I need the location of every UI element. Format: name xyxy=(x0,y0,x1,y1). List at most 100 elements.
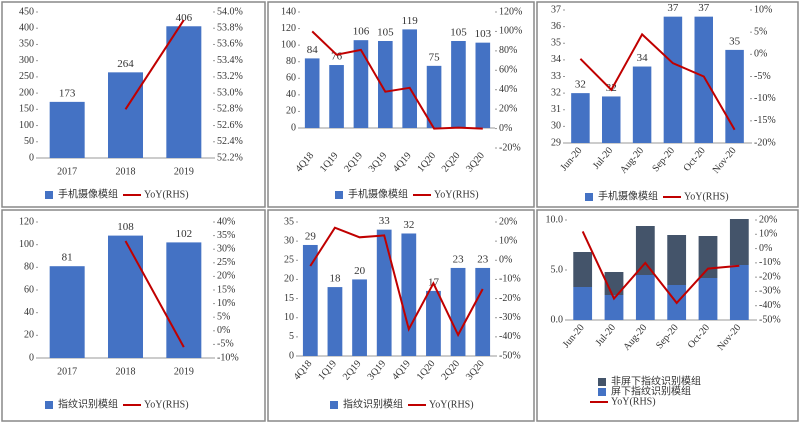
bar xyxy=(378,41,393,128)
bar xyxy=(426,290,441,356)
y2-tick-label: -40% xyxy=(759,300,781,311)
y-tick-label: 10 xyxy=(284,312,294,323)
bar xyxy=(49,101,85,158)
panel xyxy=(536,209,799,422)
bar xyxy=(401,233,417,356)
data-label: 119 xyxy=(402,15,419,27)
y-tick-label: 35 xyxy=(284,216,294,227)
y2-tick-label: 0% xyxy=(499,255,512,266)
line-series xyxy=(309,226,484,338)
data-label: 75 xyxy=(429,51,441,63)
panel xyxy=(267,1,535,208)
y2-tick-label: 0% xyxy=(759,243,772,254)
y-tick-label: 40 xyxy=(24,307,34,318)
x-tick-label: 2018 xyxy=(116,366,136,377)
y2-tick-label: 10% xyxy=(759,229,777,240)
bar xyxy=(166,26,202,158)
y-tick-label: 350 xyxy=(19,39,34,50)
y-tick-label: 20 xyxy=(24,330,34,341)
y-tick-label: 450 xyxy=(19,6,34,17)
y2-tick-label: 20% xyxy=(499,216,517,227)
y2-tick-label: 53.0% xyxy=(217,87,243,98)
data-label: 37 xyxy=(667,2,679,14)
bar xyxy=(602,96,621,143)
legend-swatch xyxy=(335,191,343,199)
legend-label: YoY(RHS) xyxy=(429,399,474,410)
y-tick-label: 36 xyxy=(551,21,561,32)
y2-tick-label: 53.8% xyxy=(217,23,243,34)
y-tick-label: 140 xyxy=(281,6,296,17)
x-tick-label: 2017 xyxy=(57,166,77,177)
panel xyxy=(1,209,266,422)
bar xyxy=(571,93,590,143)
data-label: 406 xyxy=(176,12,193,24)
bar xyxy=(663,16,683,143)
data-label: 106 xyxy=(353,26,370,38)
bar xyxy=(426,65,442,128)
y-tick-label: 0.0 xyxy=(551,314,564,325)
y2-tick-label: 52.2% xyxy=(217,152,243,163)
x-tick-label: 2018 xyxy=(116,166,136,177)
y2-tick-label: 60% xyxy=(499,65,517,76)
legend-swatch xyxy=(45,401,53,409)
legend-label: 手机摄像模组 xyxy=(348,187,408,200)
y2-tick-label: 80% xyxy=(499,45,517,56)
y-tick-label: 35 xyxy=(551,38,561,49)
y2-tick-label: 0% xyxy=(217,325,230,336)
bar xyxy=(302,244,318,356)
data-label: 23 xyxy=(453,253,465,265)
y-tick-label: 0 xyxy=(291,122,296,133)
data-label: 37 xyxy=(698,2,710,14)
y2-tick-label: 10% xyxy=(217,298,235,309)
bar xyxy=(450,267,466,356)
bar xyxy=(573,252,593,287)
y2-tick-label: 53.6% xyxy=(217,39,243,50)
line-series xyxy=(581,230,740,305)
y-tick-label: 15 xyxy=(284,293,294,304)
y-tick-label: 300 xyxy=(19,55,34,66)
x-tick-label: 2017 xyxy=(57,366,77,377)
y2-tick-label: 15% xyxy=(217,284,235,295)
line-series xyxy=(124,240,185,348)
legend-label: 屏下指纹识别模组 xyxy=(611,384,691,397)
legend-swatch xyxy=(598,388,606,396)
y-tick-label: 34 xyxy=(551,54,561,65)
legend-swatch xyxy=(598,378,606,386)
y2-tick-label: 20% xyxy=(499,103,517,114)
y-tick-label: 400 xyxy=(19,23,34,34)
data-label: 35 xyxy=(729,35,741,47)
data-label: 84 xyxy=(307,44,319,56)
y2-tick-label: -5% xyxy=(217,339,234,350)
y2-tick-label: 53.4% xyxy=(217,55,243,66)
bar xyxy=(108,235,143,358)
y-tick-label: 200 xyxy=(19,87,34,98)
y2-tick-label: 10% xyxy=(499,235,517,246)
data-label: 173 xyxy=(59,87,76,99)
data-label: 32 xyxy=(403,219,414,231)
legend-swatch xyxy=(45,191,53,199)
y2-tick-label: -40% xyxy=(499,331,521,342)
y-tick-label: 80 xyxy=(286,56,296,67)
bar xyxy=(329,65,344,128)
bar xyxy=(632,66,652,143)
y2-tick-label: 30% xyxy=(217,243,235,254)
bar xyxy=(475,267,491,356)
legend-label: 手机摄像模组 xyxy=(58,187,118,200)
data-label: 81 xyxy=(62,252,73,264)
bar xyxy=(352,279,367,356)
y2-tick-label: 54.0% xyxy=(217,6,243,17)
legend-label: 指纹识别模组 xyxy=(343,397,403,410)
data-label: 34 xyxy=(637,52,649,64)
y2-tick-label: 40% xyxy=(217,216,235,227)
line-series xyxy=(311,30,483,130)
y2-tick-label: -10% xyxy=(754,93,776,104)
bar xyxy=(573,287,593,320)
y-tick-label: 0 xyxy=(29,152,34,163)
bar xyxy=(49,266,85,358)
y2-tick-label: 20% xyxy=(217,271,235,282)
y-tick-label: 5.0 xyxy=(551,264,564,275)
y2-tick-label: -10% xyxy=(217,352,239,363)
y2-tick-label: 100% xyxy=(499,26,522,37)
y2-tick-label: -20% xyxy=(499,142,521,153)
y2-tick-label: 35% xyxy=(217,230,235,241)
